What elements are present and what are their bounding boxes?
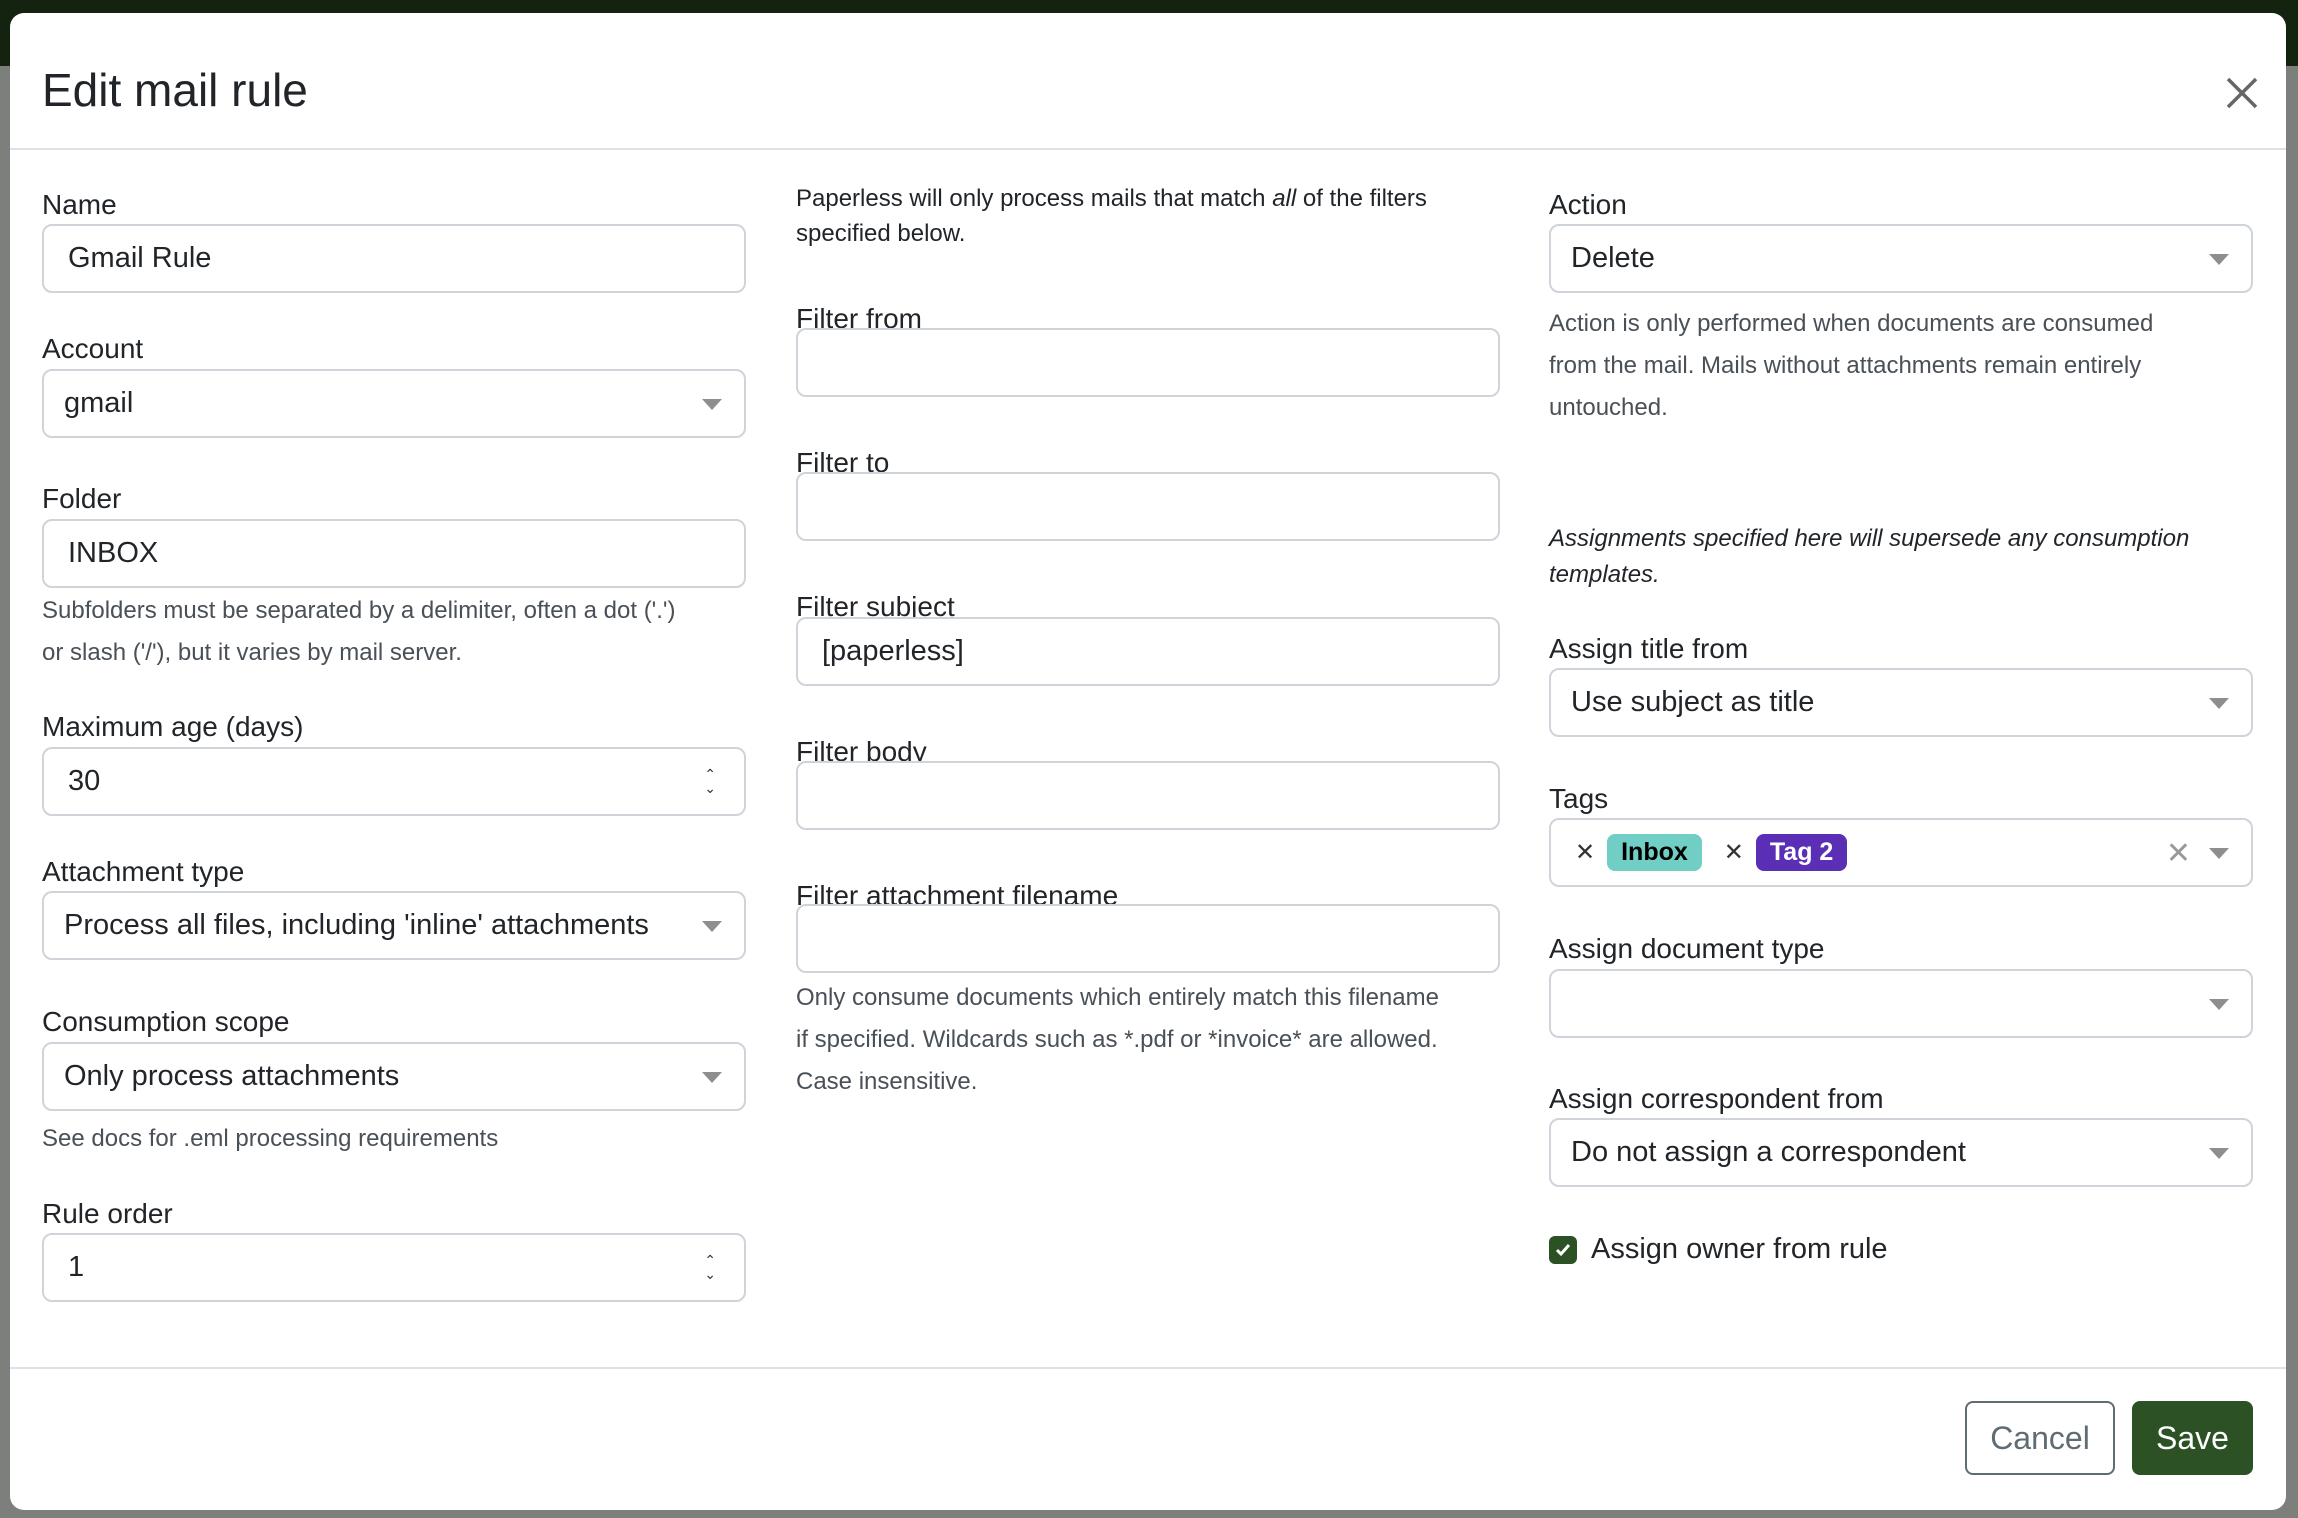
spinner-arrows-icon[interactable]: ⌃ ⌄ xyxy=(704,766,716,796)
doc-type-select[interactable] xyxy=(1549,969,2253,1038)
assign-note-1: Assignments specified here will supersed… xyxy=(1549,525,2190,552)
folder-help-2: or slash ('/'), but it varies by mail se… xyxy=(42,639,462,666)
action-select[interactable]: Delete xyxy=(1549,224,2253,293)
folder-input[interactable]: INBOX xyxy=(42,519,746,588)
caret-down-icon xyxy=(2209,1148,2229,1159)
name-value: Gmail Rule xyxy=(68,242,212,274)
spinner-arrows-icon[interactable]: ⌃ ⌄ xyxy=(704,1252,716,1282)
assign-title-select[interactable]: Use subject as title xyxy=(1549,668,2253,737)
assign-owner-checkbox[interactable] xyxy=(1549,1235,1577,1264)
filter-subject-value: [paperless] xyxy=(822,635,964,667)
remove-tag-icon[interactable]: ✕ xyxy=(1575,839,1596,866)
tag-chip: Inbox xyxy=(1607,834,1702,871)
footer-divider xyxy=(10,1367,2286,1369)
caret-down-icon xyxy=(702,399,722,410)
action-help-1: Action is only performed when documents … xyxy=(1549,310,2154,337)
filter-subject-input[interactable]: [paperless] xyxy=(796,617,1500,686)
check-icon xyxy=(1555,1243,1571,1256)
filter-attachment-help-3: Case insensitive. xyxy=(796,1068,978,1095)
assign-owner-label: Assign owner from rule xyxy=(1591,1233,1888,1265)
max-age-input[interactable]: 30 ⌃ ⌄ xyxy=(42,747,746,816)
correspondent-select[interactable]: Do not assign a correspondent xyxy=(1549,1118,2253,1187)
folder-help-1: Subfolders must be separated by a delimi… xyxy=(42,597,676,624)
attachment-type-value: Process all files, including 'inline' at… xyxy=(64,909,649,941)
account-select[interactable]: gmail xyxy=(42,369,746,438)
rule-order-value: 1 xyxy=(68,1251,85,1283)
caret-down-icon xyxy=(2209,848,2229,859)
filter-intro-2: specified below. xyxy=(796,220,966,247)
assign-owner-checkbox-row[interactable]: Assign owner from rule xyxy=(1549,1233,1888,1266)
doc-type-label: Assign document type xyxy=(1549,933,1825,964)
assign-title-label: Assign title from xyxy=(1549,633,1749,664)
filter-intro: Paperless will only process mails that m… xyxy=(796,178,1427,220)
tags-label: Tags xyxy=(1549,783,1609,814)
remove-tag-icon[interactable]: ✕ xyxy=(1723,839,1744,866)
rule-order-label: Rule order xyxy=(42,1198,173,1229)
intro-emphasis: all xyxy=(1272,185,1297,212)
filter-attachment-help-1: Only consume documents which entirely ma… xyxy=(796,984,1439,1011)
filter-from-input[interactable] xyxy=(796,328,1500,397)
caret-down-icon xyxy=(2209,254,2229,265)
consumption-scope-value: Only process attachments xyxy=(64,1060,400,1092)
edit-mail-rule-dialog: Edit mail rule Name Gmail Rule Account g… xyxy=(10,13,2286,1510)
caret-down-icon xyxy=(2209,999,2229,1010)
action-help-3: untouched. xyxy=(1549,394,1668,421)
intro-text: of the filters xyxy=(1296,185,1427,212)
caret-down-icon xyxy=(2209,698,2229,709)
close-icon[interactable] xyxy=(2220,71,2264,115)
max-age-value: 30 xyxy=(68,765,101,797)
filter-attachment-help-2: if specified. Wildcards such as *.pdf or… xyxy=(796,1026,1438,1053)
intro-text: Paperless will only process mails that m… xyxy=(796,185,1273,212)
consumption-scope-help: See docs for .eml processing requirement… xyxy=(42,1125,499,1152)
assign-note-2: templates. xyxy=(1549,561,1660,588)
caret-down-icon xyxy=(702,921,722,932)
rule-order-input[interactable]: 1 ⌃ ⌄ xyxy=(42,1233,746,1302)
cancel-button[interactable]: Cancel xyxy=(1965,1401,2115,1475)
header-divider xyxy=(10,148,2286,150)
folder-label: Folder xyxy=(42,483,122,514)
account-value: gmail xyxy=(64,387,134,419)
filter-body-input[interactable] xyxy=(796,761,1500,830)
action-label: Action xyxy=(1549,189,1627,220)
clear-all-icon[interactable]: ✕ xyxy=(2165,837,2191,870)
attachment-type-select[interactable]: Process all files, including 'inline' at… xyxy=(42,891,746,960)
tag-chip: Tag 2 xyxy=(1755,834,1848,871)
correspondent-value: Do not assign a correspondent xyxy=(1571,1136,1966,1168)
caret-down-icon xyxy=(702,1072,722,1083)
max-age-label: Maximum age (days) xyxy=(42,711,304,742)
account-label: Account xyxy=(42,333,144,364)
name-input[interactable]: Gmail Rule xyxy=(42,224,746,293)
consumption-scope-label: Consumption scope xyxy=(42,1006,290,1037)
dialog-title: Edit mail rule xyxy=(42,64,308,116)
action-help-2: from the mail. Mails without attachments… xyxy=(1549,352,2142,379)
consumption-scope-select[interactable]: Only process attachments xyxy=(42,1042,746,1111)
correspondent-label: Assign correspondent from xyxy=(1549,1083,1884,1114)
action-value: Delete xyxy=(1571,242,1655,274)
folder-value: INBOX xyxy=(68,537,159,569)
assign-title-value: Use subject as title xyxy=(1571,686,1815,718)
filter-attachment-input[interactable] xyxy=(796,904,1500,973)
save-button[interactable]: Save xyxy=(2132,1401,2253,1475)
filter-subject-label: Filter subject xyxy=(796,591,955,622)
filter-to-input[interactable] xyxy=(796,472,1500,541)
name-label: Name xyxy=(42,189,117,220)
attachment-type-label: Attachment type xyxy=(42,856,245,887)
tags-select[interactable]: ✕ Inbox ✕ Tag 2 ✕ xyxy=(1549,818,2253,887)
